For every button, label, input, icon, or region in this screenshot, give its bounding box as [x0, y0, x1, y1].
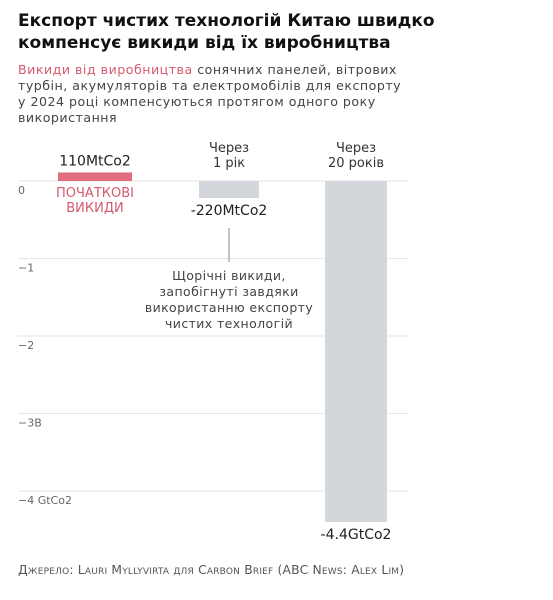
- y-tick-label: −1: [18, 262, 34, 275]
- bar-value-label: 110MtCo2: [59, 153, 131, 169]
- bar-sublabel: ПОЧАТКОВІ: [56, 186, 134, 201]
- subtitle-line-1: Викиди від виробництва сонячних панелей,…: [18, 62, 543, 78]
- bar: [325, 181, 387, 522]
- subtitle-highlight: Викиди від виробництва: [18, 62, 193, 77]
- subtitle-line-1-rest: сонячних панелей, вітрових: [192, 62, 397, 77]
- chart-title: Експорт чистих технологій Китаю швидко к…: [18, 10, 538, 54]
- y-tick-label: −2: [18, 339, 34, 352]
- y-tick-label: −4 GtCo2: [18, 494, 72, 507]
- source-credit: Джерело: Lauri Myllyvirta для Carbon Bri…: [18, 563, 405, 577]
- annotation-text: використанню експорту: [145, 300, 314, 315]
- annotation-text: Щорічні викиди,: [172, 268, 286, 283]
- bar-sublabel: ВИКИДИ: [66, 201, 123, 216]
- bar: [199, 181, 259, 199]
- annotation-text: чистих технологій: [165, 316, 293, 331]
- subtitle-line-2: турбін, акумуляторів та електромобілів д…: [18, 78, 402, 93]
- category-header: 20 років: [328, 156, 384, 171]
- subtitle-line-4: використання: [18, 110, 118, 125]
- bar-value-label: -220MtCo2: [191, 203, 268, 219]
- category-header: Через: [209, 141, 249, 156]
- y-tick-label: 0: [18, 184, 25, 197]
- bar-value-label: -4.4GtCo2: [321, 527, 392, 543]
- title-line-2: компенсує викиди від їх виробництва: [18, 33, 391, 53]
- bar: [58, 172, 132, 181]
- category-header: 1 рік: [213, 156, 245, 171]
- subtitle-line-3: у 2024 році компенсуються протягом одног…: [18, 94, 376, 109]
- category-header: Через: [336, 141, 376, 156]
- title-line-1: Експорт чистих технологій Китаю швидко: [18, 11, 435, 31]
- y-tick-label: −3B: [18, 417, 42, 430]
- annotation-text: запобігнуті завдяки: [159, 284, 298, 299]
- chart-subtitle: Викиди від виробництва сонячних панелей,…: [18, 62, 543, 126]
